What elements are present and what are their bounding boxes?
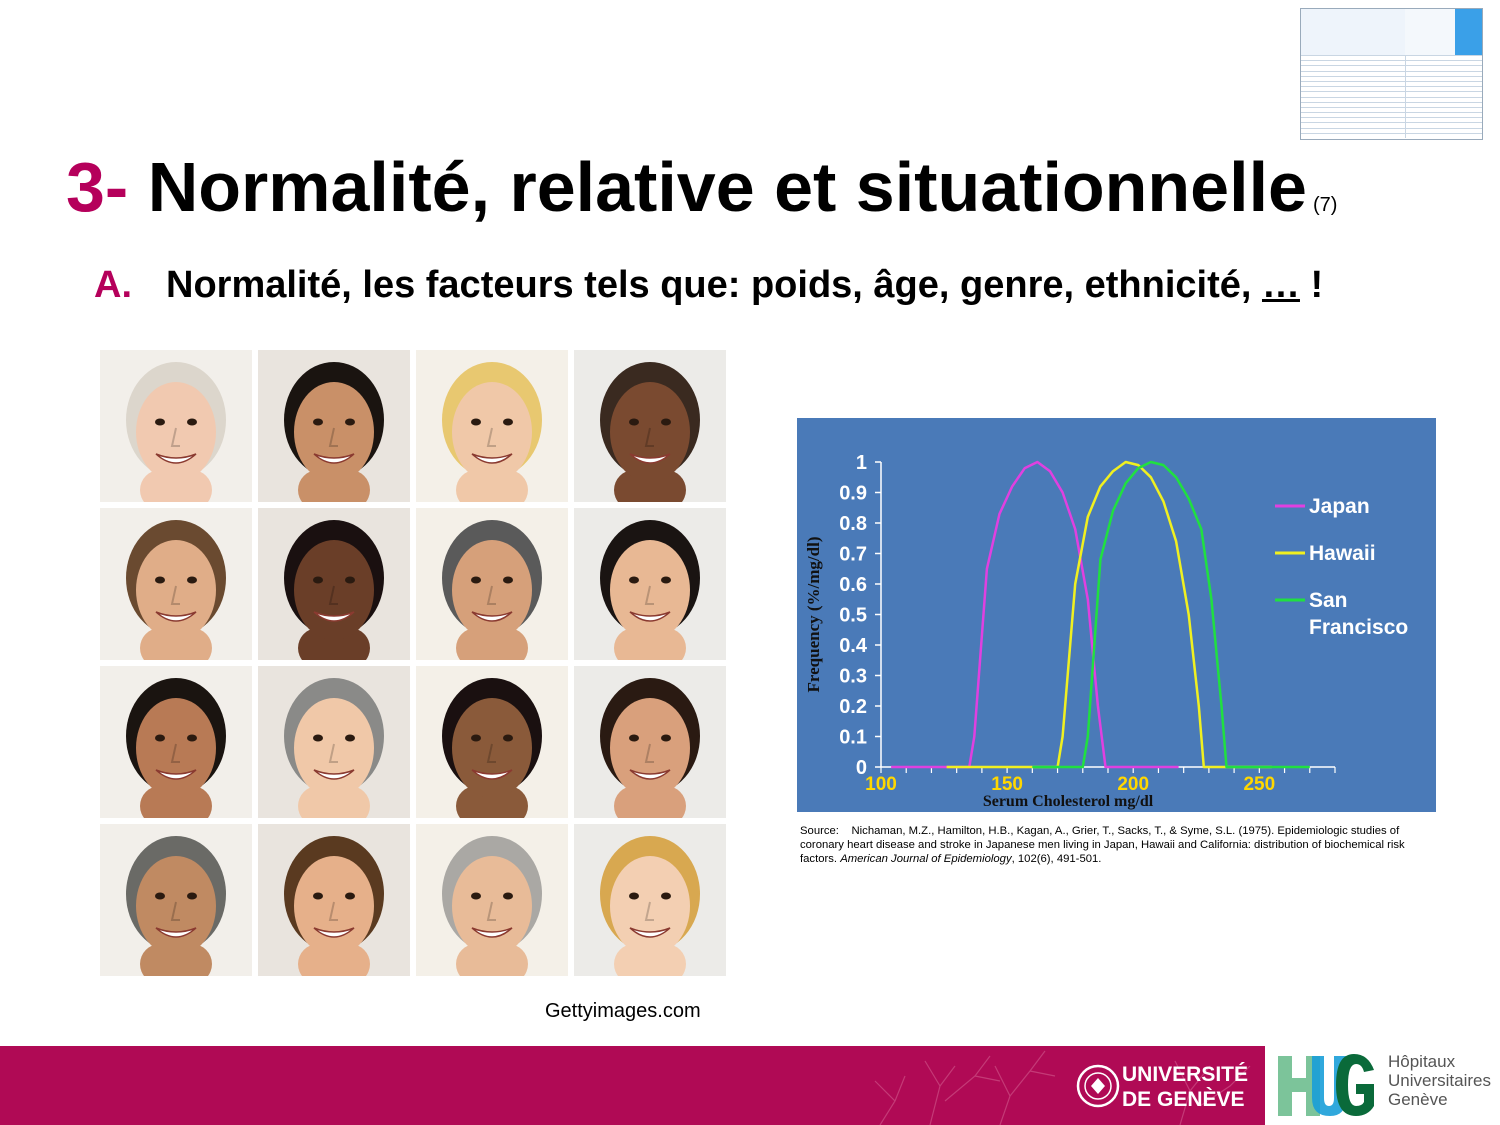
y-tick-label: 0.3 — [839, 666, 867, 688]
lab-table-row — [1301, 96, 1482, 102]
title-text: Normalité, relative et situationnelle — [147, 148, 1307, 226]
cholesterol-chart: 0 0.1 0.2 0.3 0.4 0.5 0.6 0.7 0.8 0.9 1 100 150 200 25… — [797, 418, 1436, 812]
face-photo — [416, 508, 568, 660]
lab-table-row — [1301, 106, 1482, 113]
lab-table-row — [1301, 112, 1482, 118]
source-volume: , 102(6), 491-501. — [1011, 853, 1102, 865]
y-tick-label: 0.4 — [839, 635, 868, 657]
y-tick-label: 0.6 — [839, 574, 867, 596]
y-tick-label: 0.8 — [839, 513, 867, 535]
face-photo — [574, 350, 726, 502]
lab-table-row — [1301, 80, 1482, 87]
lab-table-row — [1301, 132, 1482, 139]
hug-logo-text: Hôpitaux Universitaires Genève — [1388, 1052, 1491, 1109]
y-tick-label: 0.5 — [839, 605, 867, 627]
face-photo — [100, 508, 252, 660]
subtitle-text: Normalité, les facteurs tels que: poids,… — [166, 264, 1252, 306]
chart-source: Source: Nichaman, M.Z., Hamilton, H.B., … — [800, 824, 1440, 866]
faces-photo-grid — [100, 350, 726, 976]
lab-table-row — [1301, 91, 1482, 97]
unige-seal-icon — [1076, 1064, 1120, 1108]
face-photo — [100, 666, 252, 818]
hug-line2: Universitaires — [1388, 1071, 1491, 1090]
unige-line2: DE GENÈVE — [1122, 1088, 1245, 1111]
x-tick-label: 200 — [1117, 774, 1149, 795]
chart-svg: 0 0.1 0.2 0.3 0.4 0.5 0.6 0.7 0.8 0.9 1 100 150 200 25… — [797, 418, 1436, 812]
title-reference: (7) — [1312, 194, 1338, 216]
legend-label: Hawaii — [1309, 542, 1376, 565]
face-photo — [574, 824, 726, 976]
lab-table-row — [1301, 86, 1482, 92]
face-photo — [258, 824, 410, 976]
source-journal: American Journal of Epidemiology — [840, 853, 1012, 865]
unige-logo-text: UNIVERSITÉ DE GENÈVE — [1122, 1062, 1248, 1112]
series-line-hawaii — [946, 460, 1272, 769]
face-photo — [416, 824, 568, 976]
y-tick-label: 0.1 — [839, 727, 867, 749]
lab-table-rows — [1301, 55, 1482, 139]
y-tick-label: 0.9 — [839, 483, 867, 505]
x-tick-label: 150 — [991, 774, 1023, 795]
lab-table-row — [1301, 101, 1482, 108]
face-photo — [258, 350, 410, 502]
face-photo — [258, 508, 410, 660]
lab-table-row — [1301, 122, 1482, 128]
y-tick-label: 0.7 — [839, 544, 867, 566]
hug-line1: Hôpitaux — [1388, 1052, 1456, 1071]
x-tick-label: 100 — [865, 774, 897, 795]
lab-results-thumbnail — [1300, 8, 1483, 140]
lab-table-row — [1301, 117, 1482, 123]
slide-subtitle: A. Normalité, les facteurs tels que: poid… — [94, 260, 1494, 310]
legend-label: Japan — [1309, 495, 1370, 518]
face-photo — [100, 824, 252, 976]
x-tick-label: 250 — [1243, 774, 1275, 795]
series-line-san-francisco — [1032, 460, 1310, 769]
legend-label: San Francisco — [1309, 589, 1408, 639]
y-axis-label: Frequency (%/mg/dl) — [804, 537, 823, 693]
face-photo — [574, 508, 726, 660]
source-prefix: Source: — [800, 825, 839, 837]
subtitle-letter: A. — [94, 264, 132, 306]
chart-background — [797, 418, 1436, 812]
lab-table-row — [1301, 70, 1482, 76]
face-photo — [574, 666, 726, 818]
lab-table-header — [1301, 9, 1482, 55]
subtitle-ellipsis: … — [1261, 264, 1300, 306]
y-tick-label: 0.2 — [839, 696, 867, 718]
subtitle-end: ! — [1310, 264, 1324, 306]
face-photo — [258, 666, 410, 818]
footer-tree-decoration — [874, 1050, 1251, 1125]
unige-line1: UNIVERSITÉ — [1122, 1063, 1249, 1086]
slide-title: 3- Normalité, relative et situationnelle… — [66, 142, 1446, 232]
lab-table-row — [1301, 65, 1482, 71]
lab-table-row — [1301, 55, 1482, 61]
title-number: 3- — [66, 148, 129, 226]
y-tick-label: 1 — [856, 452, 867, 474]
hug-logo-icon — [1278, 1054, 1374, 1116]
lab-table-row — [1301, 60, 1482, 66]
lab-table-row — [1301, 127, 1482, 134]
lab-table-row — [1301, 75, 1482, 82]
face-photo — [100, 350, 252, 502]
face-photo — [416, 350, 568, 502]
x-axis-label: Serum Cholesterol mg/dl — [983, 793, 1154, 810]
footer-bar — [0, 1046, 1500, 1125]
face-photo — [416, 666, 568, 818]
source-authors: Nichaman, M.Z., Hamilton, H.B., Kagan, A… — [800, 825, 1405, 865]
y-tick-label: 0 — [856, 757, 867, 779]
photo-credit: Gettyimages.com — [545, 1000, 701, 1022]
hug-line3: Genève — [1388, 1090, 1448, 1109]
series-line-japan — [891, 460, 1179, 769]
